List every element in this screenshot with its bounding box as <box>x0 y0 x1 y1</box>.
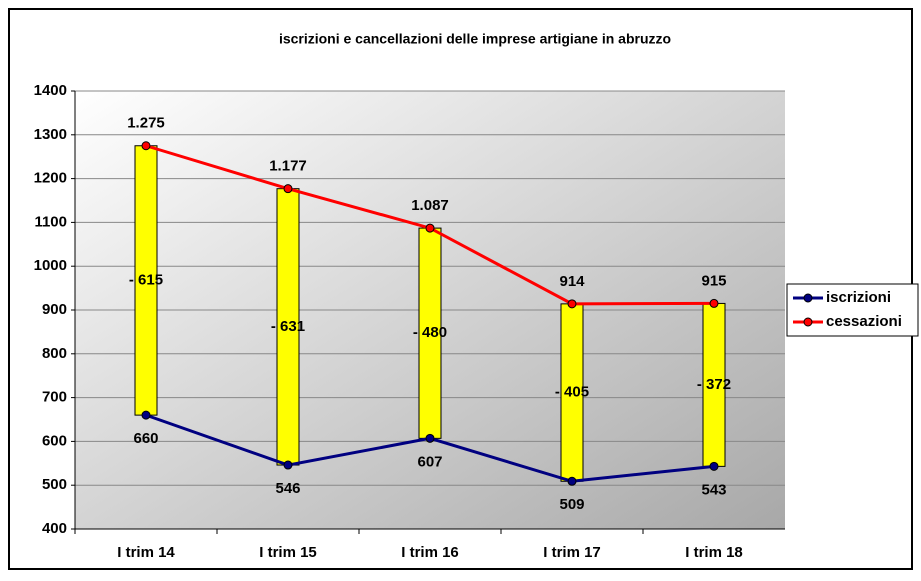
point <box>709 298 719 308</box>
chart-title: iscrizioni e cancellazioni delle imprese… <box>279 31 671 47</box>
point <box>141 141 151 151</box>
difference-label: - 631 <box>271 318 305 335</box>
y-tick-label: 1400 <box>34 82 67 99</box>
x-tick-label: I trim 14 <box>117 544 175 561</box>
legend-box <box>786 283 919 337</box>
data-label: 509 <box>559 496 584 513</box>
data-label: 546 <box>275 480 300 497</box>
difference-label: - 615 <box>129 271 163 288</box>
y-tick-label: 700 <box>42 389 67 406</box>
y-tick-label: 1200 <box>34 170 67 187</box>
point <box>567 476 577 486</box>
point <box>283 184 293 194</box>
data-label: 1.177 <box>269 158 307 175</box>
y-tick-label: 1100 <box>34 213 67 230</box>
point <box>425 433 435 443</box>
x-tick-label: I trim 16 <box>401 544 459 561</box>
point <box>425 223 435 233</box>
data-label: 1.087 <box>411 197 449 214</box>
data-label: 1.275 <box>127 115 165 132</box>
y-tick-label: 1300 <box>34 126 67 143</box>
y-tick-label: 800 <box>42 345 67 362</box>
point <box>141 410 151 420</box>
x-tick-label: I trim 18 <box>685 544 743 561</box>
data-label: 915 <box>701 272 726 289</box>
data-label: 543 <box>701 481 726 498</box>
y-tick-label: 400 <box>42 520 67 537</box>
point <box>567 299 577 309</box>
legend-marker <box>803 317 813 327</box>
legend-label: cessazioni <box>826 313 902 330</box>
point <box>709 461 719 471</box>
legend-label: iscrizioni <box>826 289 891 306</box>
legend-marker <box>803 293 813 303</box>
x-tick-label: I trim 15 <box>259 544 317 561</box>
data-label: 660 <box>133 430 158 447</box>
difference-label: - 480 <box>413 324 447 341</box>
y-tick-label: 500 <box>42 476 67 493</box>
data-label: 607 <box>417 453 442 470</box>
difference-label: - 372 <box>697 376 731 393</box>
x-tick-label: I trim 17 <box>543 544 601 561</box>
y-tick-label: 900 <box>42 301 67 318</box>
y-tick-label: 1000 <box>34 257 67 274</box>
data-label: 914 <box>559 273 585 290</box>
point <box>283 460 293 470</box>
difference-label: - 405 <box>555 384 589 401</box>
y-tick-label: 600 <box>42 432 67 449</box>
